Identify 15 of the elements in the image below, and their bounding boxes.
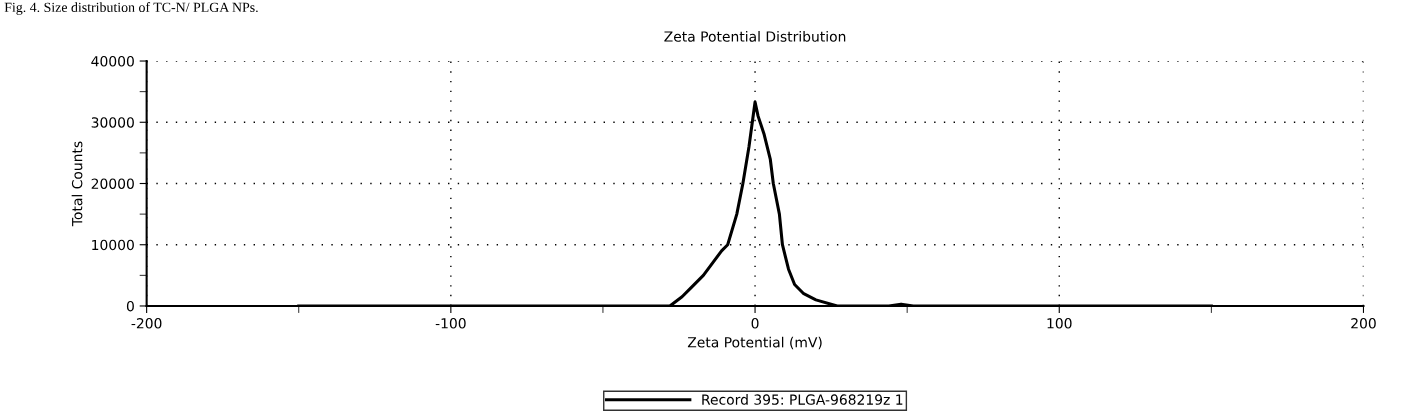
y-tick-label: 40000 [91,56,134,67]
y-tick-label: 20000 [91,178,134,189]
y-tick-label: 30000 [91,117,134,128]
caption: Fig. 4. Size distribution of TC-N/ PLGA NPs. [4,2,258,15]
x-tick-label: 0 [751,318,759,329]
x-tick-label: 200 [1351,318,1376,329]
x-axis-title: Zeta Potential (mV) [687,336,822,350]
x-tick-label: 100 [1047,318,1072,329]
chart-title: Zeta Potential Distribution [664,31,846,42]
text: Record 395: PLGA-968219z 1 [702,394,903,405]
x-tick-label: -100 [435,318,466,329]
y-tick-label: 0 [126,300,134,312]
y-axis-title: Total Counts [71,141,83,227]
y-tick-label: 10000 [92,239,134,251]
x-tick-label: -200 [131,318,162,329]
